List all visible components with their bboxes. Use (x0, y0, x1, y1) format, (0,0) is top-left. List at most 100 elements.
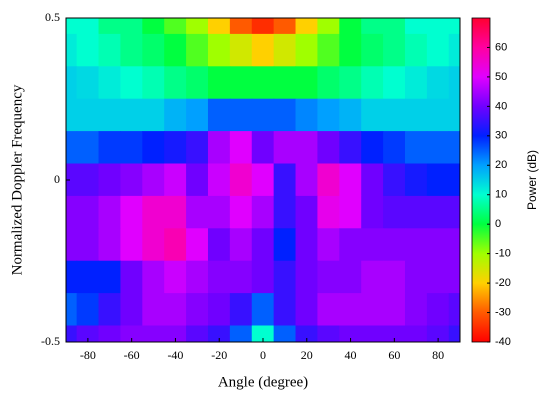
heatmap-cell (142, 293, 165, 327)
heatmap-cell (98, 325, 122, 342)
heatmap-cell (251, 228, 275, 262)
heatmap-cell (251, 131, 275, 165)
heatmap-cell (448, 325, 460, 342)
heatmap-cell (142, 33, 165, 67)
heatmap-cell (76, 195, 100, 229)
y-tick-label: -0.5 (41, 334, 60, 348)
heatmap-cell (76, 228, 100, 262)
heatmap-cell (404, 195, 428, 229)
heatmap-cell (207, 131, 231, 165)
heatmap-cell (383, 293, 406, 327)
heatmap-cell (339, 163, 362, 197)
heatmap-cell (207, 18, 231, 35)
heatmap-cell (120, 33, 143, 67)
colorbar-tick-label: -20 (495, 277, 511, 289)
heatmap-cell (186, 228, 209, 262)
heatmap-cell (404, 66, 428, 100)
colorbar-tick-label: -40 (495, 336, 511, 348)
heatmap-cell (317, 325, 340, 342)
heatmap-cell (186, 325, 209, 342)
heatmap-cell (448, 66, 460, 100)
heatmap-cell (317, 163, 340, 197)
heatmap-cell (361, 260, 384, 294)
heatmap-cell (229, 18, 253, 35)
heatmap-cell (317, 66, 340, 100)
heatmap-cell (251, 293, 275, 327)
heatmap-cell (120, 18, 143, 35)
heatmap-cell (404, 293, 428, 327)
heatmap-cell (186, 131, 209, 165)
heatmap-cell (186, 66, 209, 100)
heatmap-cell (426, 18, 450, 35)
heatmap-cell (448, 33, 460, 67)
heatmap-cell (404, 228, 428, 262)
heatmap-cell (426, 293, 450, 327)
heatmap-cell (317, 131, 340, 165)
heatmap-cell (98, 260, 122, 294)
heatmap-cell (273, 260, 297, 294)
heatmap-cell (339, 98, 362, 132)
heatmap-cell (186, 195, 209, 229)
x-tick-label: 20 (301, 348, 313, 362)
heatmap-cell (317, 195, 340, 229)
heatmap-cell (66, 195, 78, 229)
heatmap-cell (317, 98, 340, 132)
heatmap-cell (98, 228, 122, 262)
colorbar-tick-label: 0 (495, 218, 501, 230)
heatmap-cell (361, 131, 384, 165)
heatmap-cell (295, 131, 319, 165)
heatmap-cell (164, 66, 187, 100)
heatmap-cell (98, 293, 122, 327)
heatmap-cell (142, 195, 165, 229)
heatmap-cell (251, 260, 275, 294)
heatmap-cell (404, 260, 428, 294)
heatmap-cell (448, 195, 460, 229)
heatmap-cell (76, 131, 100, 165)
heatmap-cell (295, 18, 319, 35)
heatmap-cell (251, 98, 275, 132)
heatmap-cell (164, 131, 187, 165)
heatmap-cell (76, 18, 100, 35)
heatmap-cell (273, 66, 297, 100)
heatmap-cell (404, 33, 428, 67)
heatmap-cell (251, 18, 275, 35)
heatmap-cell (164, 228, 187, 262)
heatmap-cell (361, 33, 384, 67)
heatmap-cell (448, 293, 460, 327)
heatmap-cell (229, 260, 253, 294)
heatmap-cell (339, 293, 362, 327)
heatmap-cell (66, 163, 78, 197)
heatmap-cell (142, 18, 165, 35)
heatmap-cell (164, 18, 187, 35)
heatmap-cell (76, 163, 100, 197)
heatmap-cell (164, 325, 187, 342)
heatmap-cell (142, 325, 165, 342)
heatmap-cell (361, 163, 384, 197)
heatmap-cell (98, 18, 122, 35)
x-tick-label: -60 (124, 348, 140, 362)
heatmap-cell (98, 195, 122, 229)
colorbar-tick-label: 30 (495, 130, 507, 142)
heatmap-cell (273, 195, 297, 229)
colorbar-tick-label: 40 (495, 100, 507, 112)
heatmap-cell (66, 66, 78, 100)
heatmap-cell (448, 260, 460, 294)
heatmap-cell (207, 325, 231, 342)
heatmap-cell (76, 98, 100, 132)
heatmap-cell (404, 131, 428, 165)
colorbar-tick-label: -10 (495, 248, 511, 260)
heatmap-cell (76, 260, 100, 294)
x-tick-label: 80 (432, 348, 444, 362)
x-tick-label: -20 (211, 348, 227, 362)
heatmap-cell (229, 131, 253, 165)
x-tick-label: -40 (167, 348, 183, 362)
heatmap-cell (426, 195, 450, 229)
heatmap-cell (251, 163, 275, 197)
heatmap-cell (66, 228, 78, 262)
heatmap-cell (207, 33, 231, 67)
heatmap-cell (339, 325, 362, 342)
heatmap-cell (273, 33, 297, 67)
heatmap-cell (448, 131, 460, 165)
heatmap-cell (273, 163, 297, 197)
